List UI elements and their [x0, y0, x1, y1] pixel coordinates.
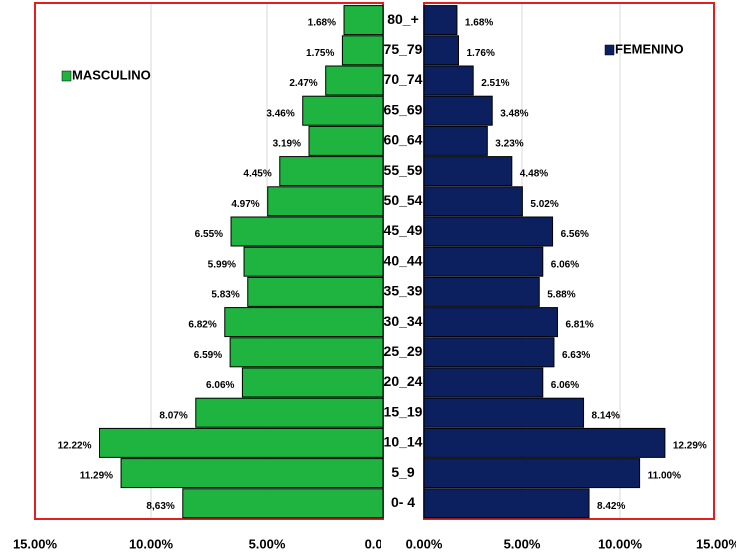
- data-label: 12.22%: [58, 441, 92, 452]
- bar: [423, 125, 488, 156]
- data-label: 6.06%: [551, 259, 579, 270]
- category-label: 45_49: [384, 222, 423, 238]
- data-label: 1.68%: [308, 18, 336, 29]
- data-label: 3.48%: [500, 108, 528, 119]
- data-label: 12.29%: [673, 441, 707, 452]
- data-label: 8.42%: [597, 501, 625, 512]
- data-label: 2.47%: [289, 78, 317, 89]
- bar: [230, 216, 384, 247]
- bar: [302, 95, 384, 126]
- data-label: 6.63%: [562, 350, 590, 361]
- data-label: 6.06%: [206, 380, 234, 391]
- category-label: 10_14: [384, 434, 423, 450]
- legend-swatch: [604, 44, 615, 56]
- bar: [195, 397, 384, 428]
- bar: [98, 427, 384, 458]
- data-label: 3.19%: [273, 139, 301, 150]
- category-label: 20_24: [384, 373, 423, 389]
- x-tick-label: 5.00%: [249, 536, 286, 551]
- data-label: 5.02%: [530, 199, 558, 210]
- legend-label: FEMENINO: [615, 41, 684, 56]
- bar: [423, 397, 585, 428]
- data-label: 8,63%: [146, 501, 174, 512]
- bar: [325, 65, 384, 96]
- x-tick-label: 5.00%: [504, 536, 541, 551]
- bar: [423, 246, 544, 277]
- bar: [423, 337, 555, 368]
- bar: [267, 186, 384, 217]
- category-label: 55_59: [384, 162, 423, 178]
- category-label: 25_29: [384, 343, 423, 359]
- category-label: 75_79: [384, 41, 423, 57]
- bar: [243, 246, 384, 277]
- category-label: 15_19: [384, 403, 423, 419]
- legend-swatch: [61, 70, 72, 82]
- category-label: 50_54: [384, 192, 423, 208]
- bar: [308, 125, 384, 156]
- data-label: 6.81%: [565, 320, 593, 331]
- x-tick-label: 10.00%: [129, 536, 174, 551]
- data-label: 8.14%: [592, 410, 620, 421]
- legend-label: MASCULINO: [72, 67, 151, 82]
- data-label: 4.48%: [520, 169, 548, 180]
- category-label: 0- 4: [391, 494, 415, 510]
- bar: [423, 35, 459, 66]
- data-label: 11.29%: [80, 471, 113, 482]
- category-label: 35_39: [384, 283, 423, 299]
- data-label: 5.83%: [211, 290, 239, 301]
- data-label: 8.07%: [159, 410, 187, 421]
- bar: [423, 95, 493, 126]
- bar: [341, 35, 384, 66]
- x-tick-label: 0.00%: [365, 536, 402, 551]
- data-label: 3.23%: [495, 139, 523, 150]
- category-label: 70_74: [384, 71, 423, 87]
- bar: [423, 307, 558, 338]
- category-label: 65_69: [384, 101, 423, 117]
- bar: [423, 276, 540, 307]
- bar: [423, 65, 474, 96]
- bar: [224, 307, 384, 338]
- category-label: 40_44: [384, 252, 423, 268]
- data-label: 6.59%: [194, 350, 222, 361]
- data-label: 11.00%: [648, 471, 681, 482]
- data-label: 4.45%: [243, 169, 271, 180]
- bar: [423, 5, 458, 36]
- bar: [423, 488, 590, 519]
- category-label: 60_64: [384, 132, 423, 148]
- category-label: 80_+: [387, 11, 419, 27]
- data-label: 5.99%: [208, 259, 236, 270]
- x-tick-label: 10.00%: [598, 536, 643, 551]
- category-label: 30_34: [384, 313, 423, 329]
- bar: [423, 458, 641, 489]
- data-label: 2.51%: [481, 78, 509, 89]
- x-tick-label: 0.00%: [406, 536, 443, 551]
- data-label: 6.06%: [551, 380, 579, 391]
- bar: [423, 186, 523, 217]
- bar: [423, 156, 513, 187]
- bar: [247, 276, 384, 307]
- bar: [279, 156, 384, 187]
- bar: [423, 367, 544, 398]
- bar: [241, 367, 384, 398]
- data-label: 6.82%: [188, 320, 216, 331]
- bar: [229, 337, 384, 368]
- bar: [120, 458, 384, 489]
- data-label: 1.68%: [465, 18, 493, 29]
- data-label: 1.76%: [466, 48, 494, 59]
- x-tick-label: 15.00%: [696, 536, 736, 551]
- category-label: 5_9: [391, 464, 415, 480]
- x-tick-label: 15.00%: [13, 536, 58, 551]
- data-label: 4.97%: [231, 199, 259, 210]
- bar: [182, 488, 384, 519]
- data-label: 5.88%: [547, 290, 575, 301]
- data-label: 1.75%: [306, 48, 334, 59]
- bar: [423, 427, 666, 458]
- bar: [343, 5, 384, 36]
- data-label: 6.56%: [561, 229, 589, 240]
- bar: [423, 216, 554, 247]
- data-label: 3.46%: [266, 108, 294, 119]
- data-label: 6.55%: [195, 229, 223, 240]
